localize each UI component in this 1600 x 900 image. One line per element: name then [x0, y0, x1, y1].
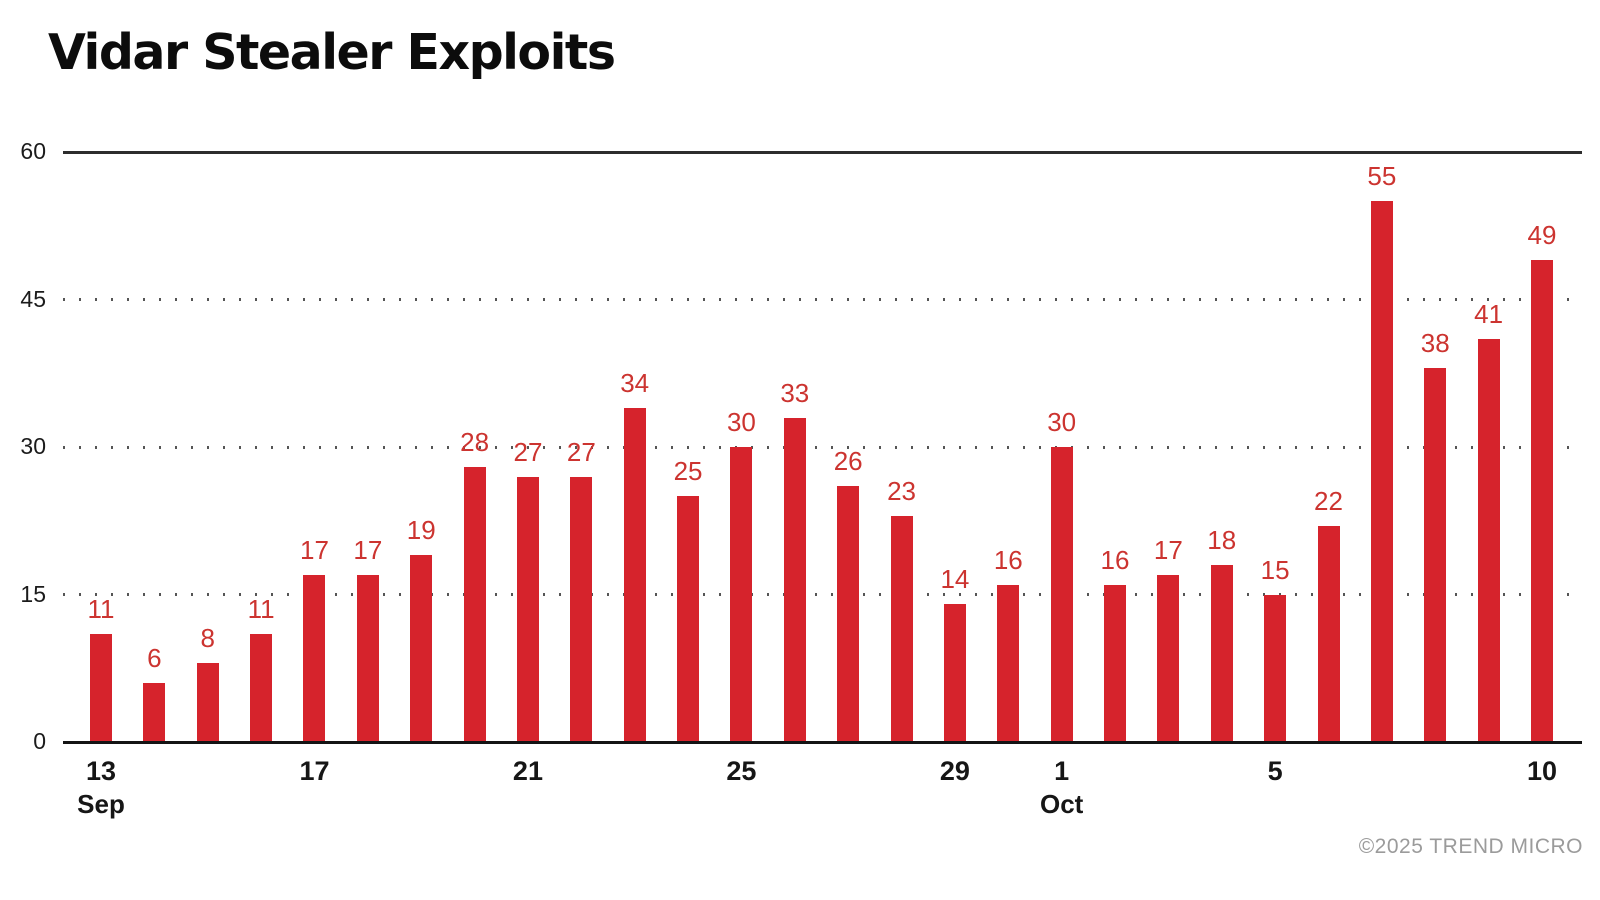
bar-value-label: 17 — [300, 534, 329, 565]
x-tick-label: 1 — [1054, 756, 1070, 786]
bar — [250, 633, 273, 742]
bar-value-label: 6 — [147, 643, 162, 673]
x-tick-label: 5 — [1267, 756, 1283, 786]
bar — [570, 476, 593, 742]
bar — [890, 515, 913, 742]
bar — [730, 447, 753, 742]
bar-value-label: 30 — [726, 407, 756, 437]
bar-value-label: 25 — [673, 456, 703, 487]
bar — [196, 663, 219, 742]
bar-value-label: 11 — [247, 593, 275, 624]
x-tick-label: 21 — [512, 756, 543, 786]
bar-value-label: 27 — [513, 436, 543, 467]
bar — [303, 574, 326, 742]
bar — [837, 486, 860, 742]
bar-value-label: 41 — [1474, 298, 1504, 329]
bar — [90, 633, 112, 742]
bar-value-label: 17 — [1153, 534, 1183, 565]
bar-value-label: 38 — [1420, 328, 1450, 359]
bar-value-label: 17 — [353, 534, 383, 565]
bar-value-label: 26 — [833, 446, 863, 477]
bar-value-label: 16 — [993, 544, 1023, 575]
chart-title: Vidar Stealer Exploits — [48, 24, 616, 81]
bar — [1477, 338, 1500, 742]
bar-value-label: 16 — [1100, 544, 1130, 575]
bar — [997, 584, 1020, 742]
bar — [1157, 574, 1180, 742]
bar-value-label: 33 — [780, 377, 810, 408]
bar-value-label: 22 — [1314, 485, 1343, 516]
bar-value-label: 8 — [200, 623, 215, 654]
y-tick-label: 0 — [33, 728, 46, 754]
bar — [943, 604, 966, 742]
bar-value-label: 19 — [406, 515, 436, 546]
y-tick-label: 45 — [20, 285, 46, 312]
bar-value-label: 49 — [1527, 220, 1557, 251]
bar-value-label: 30 — [1047, 407, 1077, 437]
gridline-15 — [63, 593, 1582, 596]
bar — [1104, 584, 1127, 742]
bar-value-label: 55 — [1367, 161, 1397, 192]
x-tick-label: 25 — [726, 756, 757, 786]
bar-value-label: 14 — [940, 564, 970, 595]
y-tick-label: 60 — [20, 138, 46, 164]
bar — [1210, 565, 1233, 742]
bar-value-label: 34 — [620, 367, 650, 398]
bar — [463, 466, 486, 742]
bar — [356, 574, 379, 742]
month-label: Oct — [1039, 789, 1084, 819]
bar-value-label: 28 — [460, 426, 490, 457]
copyright-credit: ©2025 TREND MICRO — [1358, 835, 1583, 858]
bar — [677, 496, 700, 742]
bar — [143, 683, 166, 742]
bar-value-label: 23 — [887, 475, 916, 506]
bar — [516, 476, 539, 742]
gridline-60 — [63, 150, 1582, 154]
bar — [1317, 525, 1340, 742]
y-tick-label: 30 — [20, 433, 46, 459]
bar — [1050, 447, 1073, 742]
bar-value-label: 27 — [566, 436, 596, 467]
x-tick-label: 29 — [939, 756, 970, 786]
bar — [1264, 594, 1287, 742]
gridline-45 — [63, 298, 1582, 301]
bar — [1370, 201, 1393, 742]
bar — [783, 417, 806, 742]
bar-value-label: 11 — [87, 593, 115, 624]
x-tick-label: 13 — [85, 756, 117, 786]
bar — [410, 555, 433, 742]
month-label: Sep — [77, 789, 125, 819]
x-tick-label: 17 — [299, 756, 330, 786]
x-axis-line — [63, 740, 1582, 744]
bar — [1530, 260, 1553, 742]
y-tick-label: 15 — [20, 580, 46, 607]
bar — [1424, 368, 1447, 742]
gridline-30 — [63, 445, 1582, 449]
x-tick-label: 10 — [1526, 756, 1557, 786]
bar-value-label: 18 — [1207, 525, 1237, 555]
bar-value-label: 15 — [1260, 554, 1290, 585]
bar — [623, 407, 646, 742]
